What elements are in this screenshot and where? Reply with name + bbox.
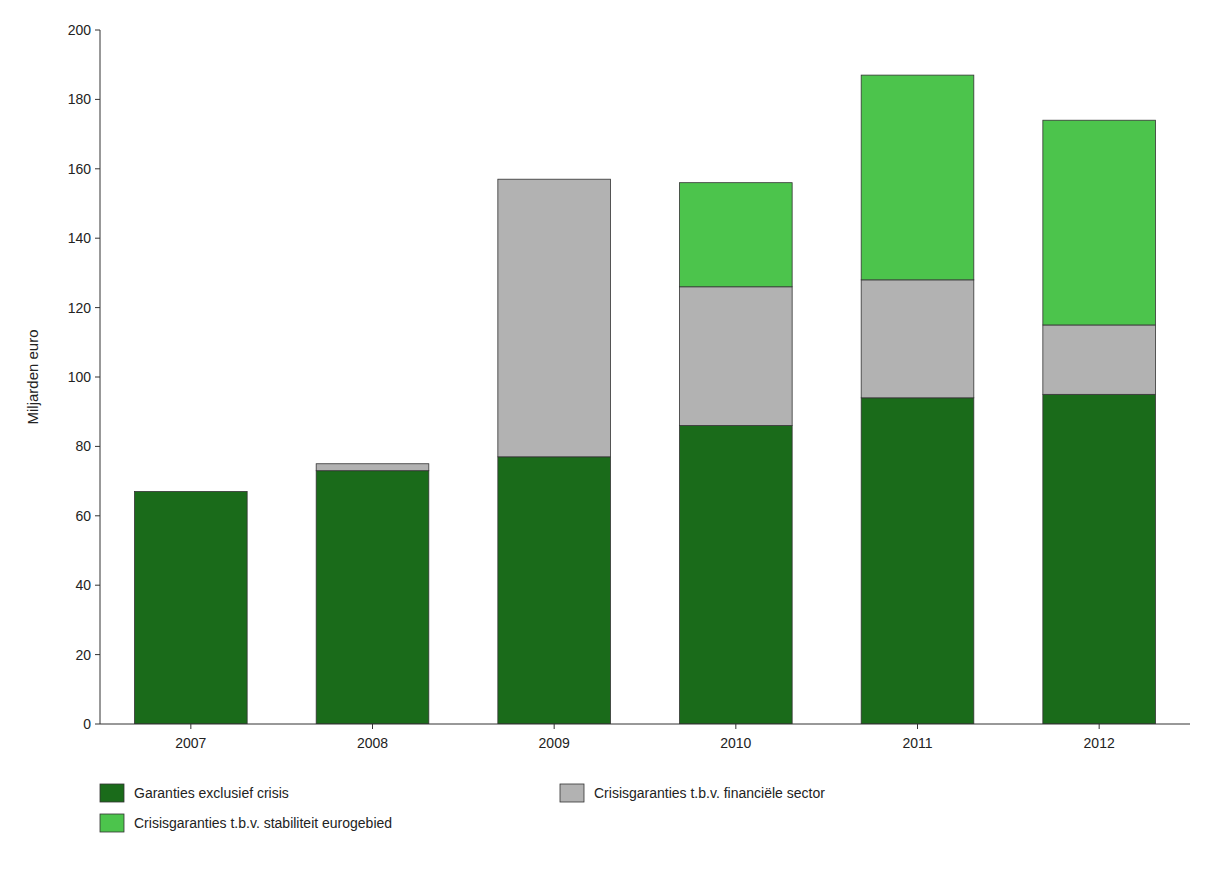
bar [135,492,248,724]
legend-label: Crisisgaranties t.b.v. financiële sector [594,785,825,801]
y-tick-label: 160 [68,161,92,177]
x-tick [190,724,191,729]
legend: Garanties exclusief crisis Crisisgarantie… [100,784,825,832]
bar [498,179,611,457]
bar [861,398,974,724]
bar [680,426,793,724]
bar [1043,325,1156,394]
bar [1043,120,1156,325]
bar [135,491,248,492]
bar [1043,394,1156,724]
bar [135,491,248,492]
y-tick-label: 120 [68,300,92,316]
y-tick-label: 80 [75,438,91,454]
bar [861,75,974,280]
x-axis-line [100,724,1190,725]
legend-swatch [560,784,584,802]
bar [316,471,429,724]
x-tick-label: 2007 [175,735,206,751]
x-tick [735,724,736,729]
y-tick [95,99,100,100]
y-tick [95,377,100,378]
bar [316,463,429,464]
y-tick-label: 60 [75,508,91,524]
x-tick [1099,724,1100,729]
bar [680,183,793,287]
x-tick-label: 2010 [720,735,751,751]
y-tick [95,307,100,308]
chart-container: 0 20 40 60 80 100 120 140 160 180 200 2007 2008 2009 2… [0,0,1220,874]
x-tick-label: 2009 [539,735,570,751]
y-tick-label: 200 [68,22,92,38]
y-tick [95,446,100,447]
bar [861,280,974,398]
bar [498,457,611,724]
y-tick-label: 20 [75,647,91,663]
x-tick [554,724,555,729]
bar [498,179,611,180]
legend-label: Garanties exclusief crisis [134,785,289,801]
y-tick [95,168,100,169]
y-tick-label: 0 [83,716,91,732]
y-tick [95,585,100,586]
x-tick [917,724,918,729]
x-tick-label: 2008 [357,735,388,751]
y-tick [95,30,100,31]
legend-label: Crisisgaranties t.b.v. stabiliteit eurog… [134,815,392,831]
y-tick-label: 40 [75,577,91,593]
y-tick [95,724,100,725]
y-tick [95,515,100,516]
chart-svg: 0 20 40 60 80 100 120 140 160 180 200 2007 2008 2009 2… [0,0,1220,874]
bar [680,287,793,426]
x-tick-label: 2012 [1084,735,1115,751]
x-tick [372,724,373,729]
x-tick-label: 2011 [902,735,932,751]
y-tick [95,238,100,239]
y-tick [95,654,100,655]
legend-swatch [100,814,124,832]
y-tick-label: 180 [68,91,92,107]
y-tick-label: 140 [68,230,92,246]
bars [135,75,1156,724]
y-axis-label: Miljarden euro [24,329,41,424]
bar [316,464,429,471]
legend-swatch [100,784,124,802]
y-tick-label: 100 [68,369,92,385]
